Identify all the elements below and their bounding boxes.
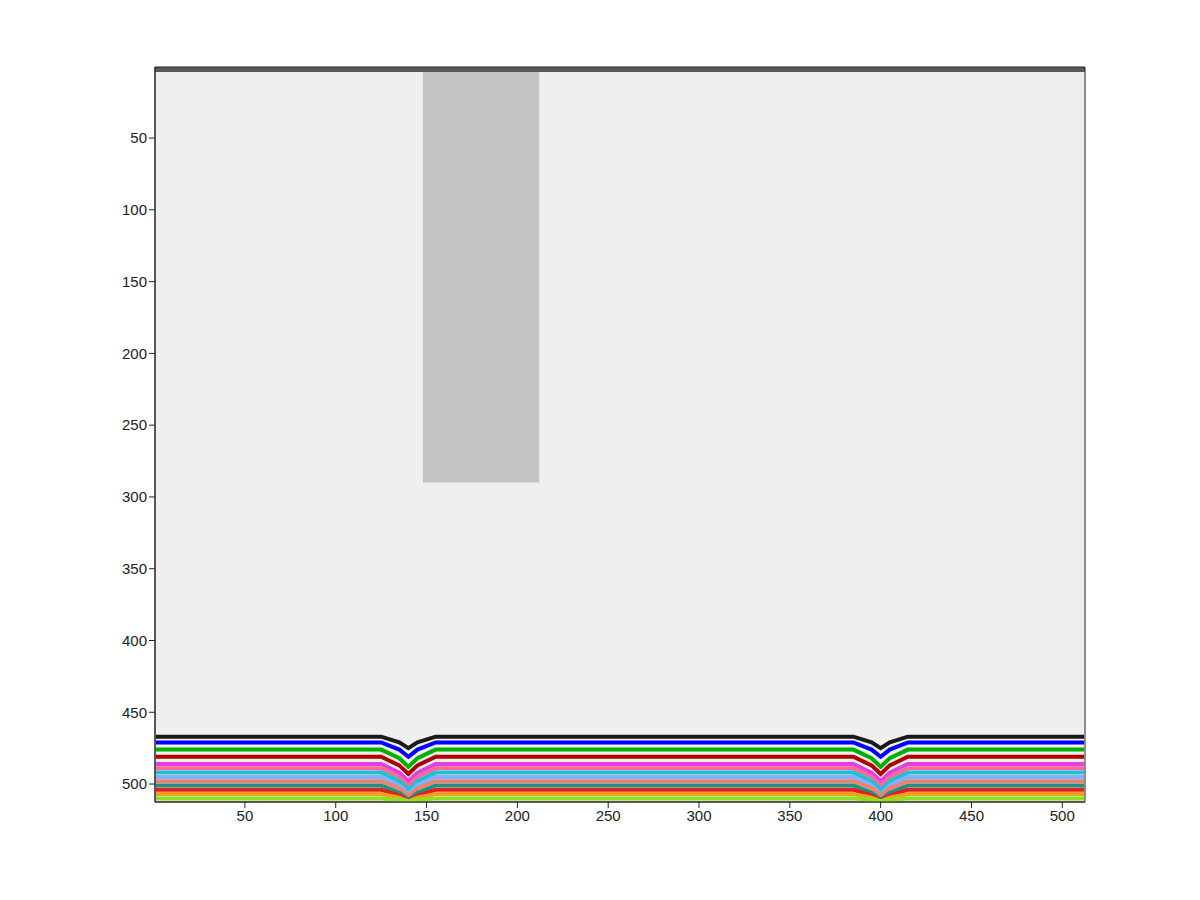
svg-text:450: 450 xyxy=(959,807,984,824)
svg-text:300: 300 xyxy=(686,807,711,824)
svg-text:500: 500 xyxy=(1050,807,1075,824)
svg-text:50: 50 xyxy=(237,807,254,824)
svg-text:350: 350 xyxy=(122,560,147,577)
svg-text:250: 250 xyxy=(122,416,147,433)
svg-text:200: 200 xyxy=(122,345,147,362)
svg-text:500: 500 xyxy=(122,775,147,792)
svg-text:200: 200 xyxy=(505,807,530,824)
svg-text:150: 150 xyxy=(122,273,147,290)
svg-text:400: 400 xyxy=(868,807,893,824)
svg-text:450: 450 xyxy=(122,704,147,721)
svg-text:300: 300 xyxy=(122,488,147,505)
svg-text:350: 350 xyxy=(777,807,802,824)
svg-text:50: 50 xyxy=(130,129,147,146)
svg-text:250: 250 xyxy=(596,807,621,824)
svg-text:150: 150 xyxy=(414,807,439,824)
svg-text:100: 100 xyxy=(122,201,147,218)
svg-text:400: 400 xyxy=(122,632,147,649)
svg-text:100: 100 xyxy=(323,807,348,824)
